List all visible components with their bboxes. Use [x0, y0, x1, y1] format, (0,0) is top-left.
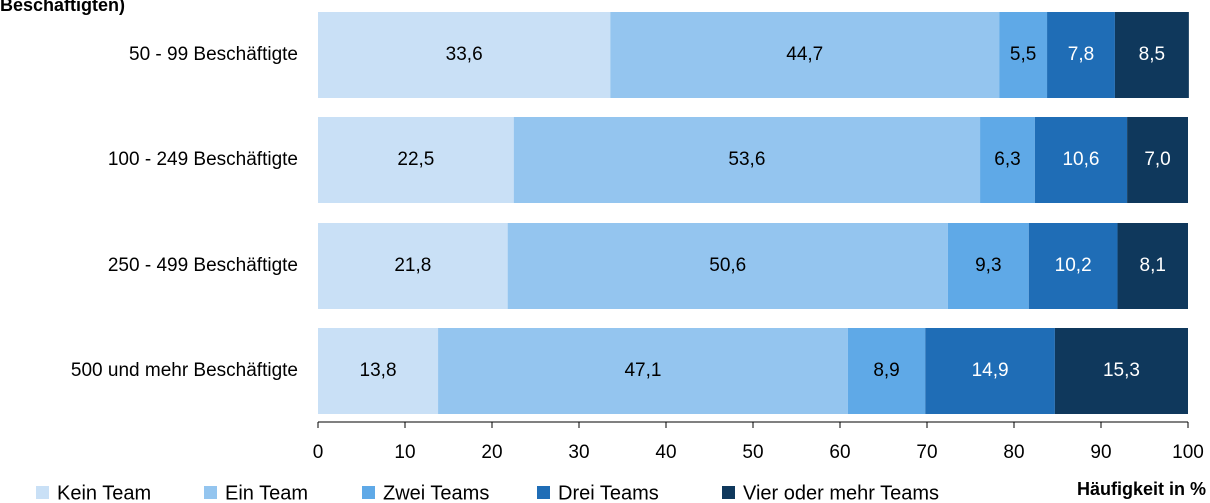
category-label: 250 - 499 Beschäftigte — [108, 255, 298, 276]
value-label: 47,1 — [624, 360, 661, 381]
bar-segment — [947, 223, 1029, 309]
bar-segment — [1034, 117, 1128, 203]
value-label: 8,9 — [873, 360, 899, 381]
bar-segment — [999, 12, 1048, 98]
chart-title: Beschäftigten) — [0, 0, 125, 15]
value-label: 14,9 — [972, 360, 1009, 381]
x-axis-label: Häufigkeit in % — [1077, 479, 1206, 499]
legend-label: Vier oder mehr Teams — [743, 482, 939, 503]
bar-segment — [847, 328, 926, 414]
bar-segment — [925, 328, 1055, 414]
x-tick-label: 10 — [394, 442, 415, 463]
bar-segment — [1114, 12, 1189, 98]
bar-segment — [318, 117, 514, 203]
value-label: 6,3 — [994, 149, 1020, 170]
value-label: 44,7 — [786, 44, 823, 65]
value-label: 5,5 — [1010, 44, 1036, 65]
x-tick-label: 40 — [655, 442, 676, 463]
value-label: 10,2 — [1055, 255, 1092, 276]
x-tick-label: 90 — [1090, 442, 1111, 463]
bar-segment — [610, 12, 1000, 98]
bar-segment — [1127, 117, 1188, 203]
x-tick-label: 70 — [916, 442, 937, 463]
x-tick-label: 60 — [829, 442, 850, 463]
x-tick-label: 30 — [568, 442, 589, 463]
value-label: 7,8 — [1068, 44, 1094, 65]
bar-segment — [1054, 328, 1188, 414]
x-tick-label: 100 — [1172, 442, 1204, 463]
legend-label: Kein Team — [57, 482, 151, 503]
value-label: 13,8 — [360, 360, 397, 381]
category-label: 100 - 249 Beschäftigte — [108, 149, 298, 170]
value-label: 8,1 — [1140, 255, 1166, 276]
value-label: 10,6 — [1062, 149, 1099, 170]
legend-swatch — [36, 486, 49, 499]
x-tick-label: 50 — [742, 442, 763, 463]
legend-label: Drei Teams — [558, 482, 659, 503]
category-label: 500 und mehr Beschäftigte — [71, 360, 298, 381]
bar-segment — [1117, 223, 1188, 309]
value-label: 53,6 — [728, 149, 765, 170]
legend-swatch — [362, 486, 375, 499]
bar-segment — [318, 12, 611, 98]
value-label: 8,5 — [1139, 44, 1165, 65]
bar-segment — [438, 328, 848, 414]
bar-segment — [1047, 12, 1115, 98]
legend-label: Zwei Teams — [383, 482, 489, 503]
value-label: 22,5 — [397, 149, 434, 170]
value-label: 50,6 — [709, 255, 746, 276]
value-label: 9,3 — [975, 255, 1001, 276]
bar-segment — [318, 223, 508, 309]
bar-segment — [513, 117, 981, 203]
bar-segment — [318, 328, 439, 414]
legend-swatch — [537, 486, 550, 499]
value-label: 15,3 — [1103, 360, 1140, 381]
x-tick-label: 80 — [1003, 442, 1024, 463]
value-label: 7,0 — [1144, 149, 1170, 170]
bar-segment — [1028, 223, 1118, 309]
legend-swatch — [722, 486, 735, 499]
value-label: 33,6 — [446, 44, 483, 65]
x-tick-label: 20 — [481, 442, 502, 463]
bar-segment — [980, 117, 1035, 203]
x-tick-label: 0 — [313, 442, 324, 463]
bar-segment — [507, 223, 948, 309]
legend-label: Ein Team — [225, 482, 308, 503]
value-label: 21,8 — [394, 255, 431, 276]
legend-swatch — [204, 486, 217, 499]
category-label: 50 - 99 Beschäftigte — [129, 44, 298, 65]
